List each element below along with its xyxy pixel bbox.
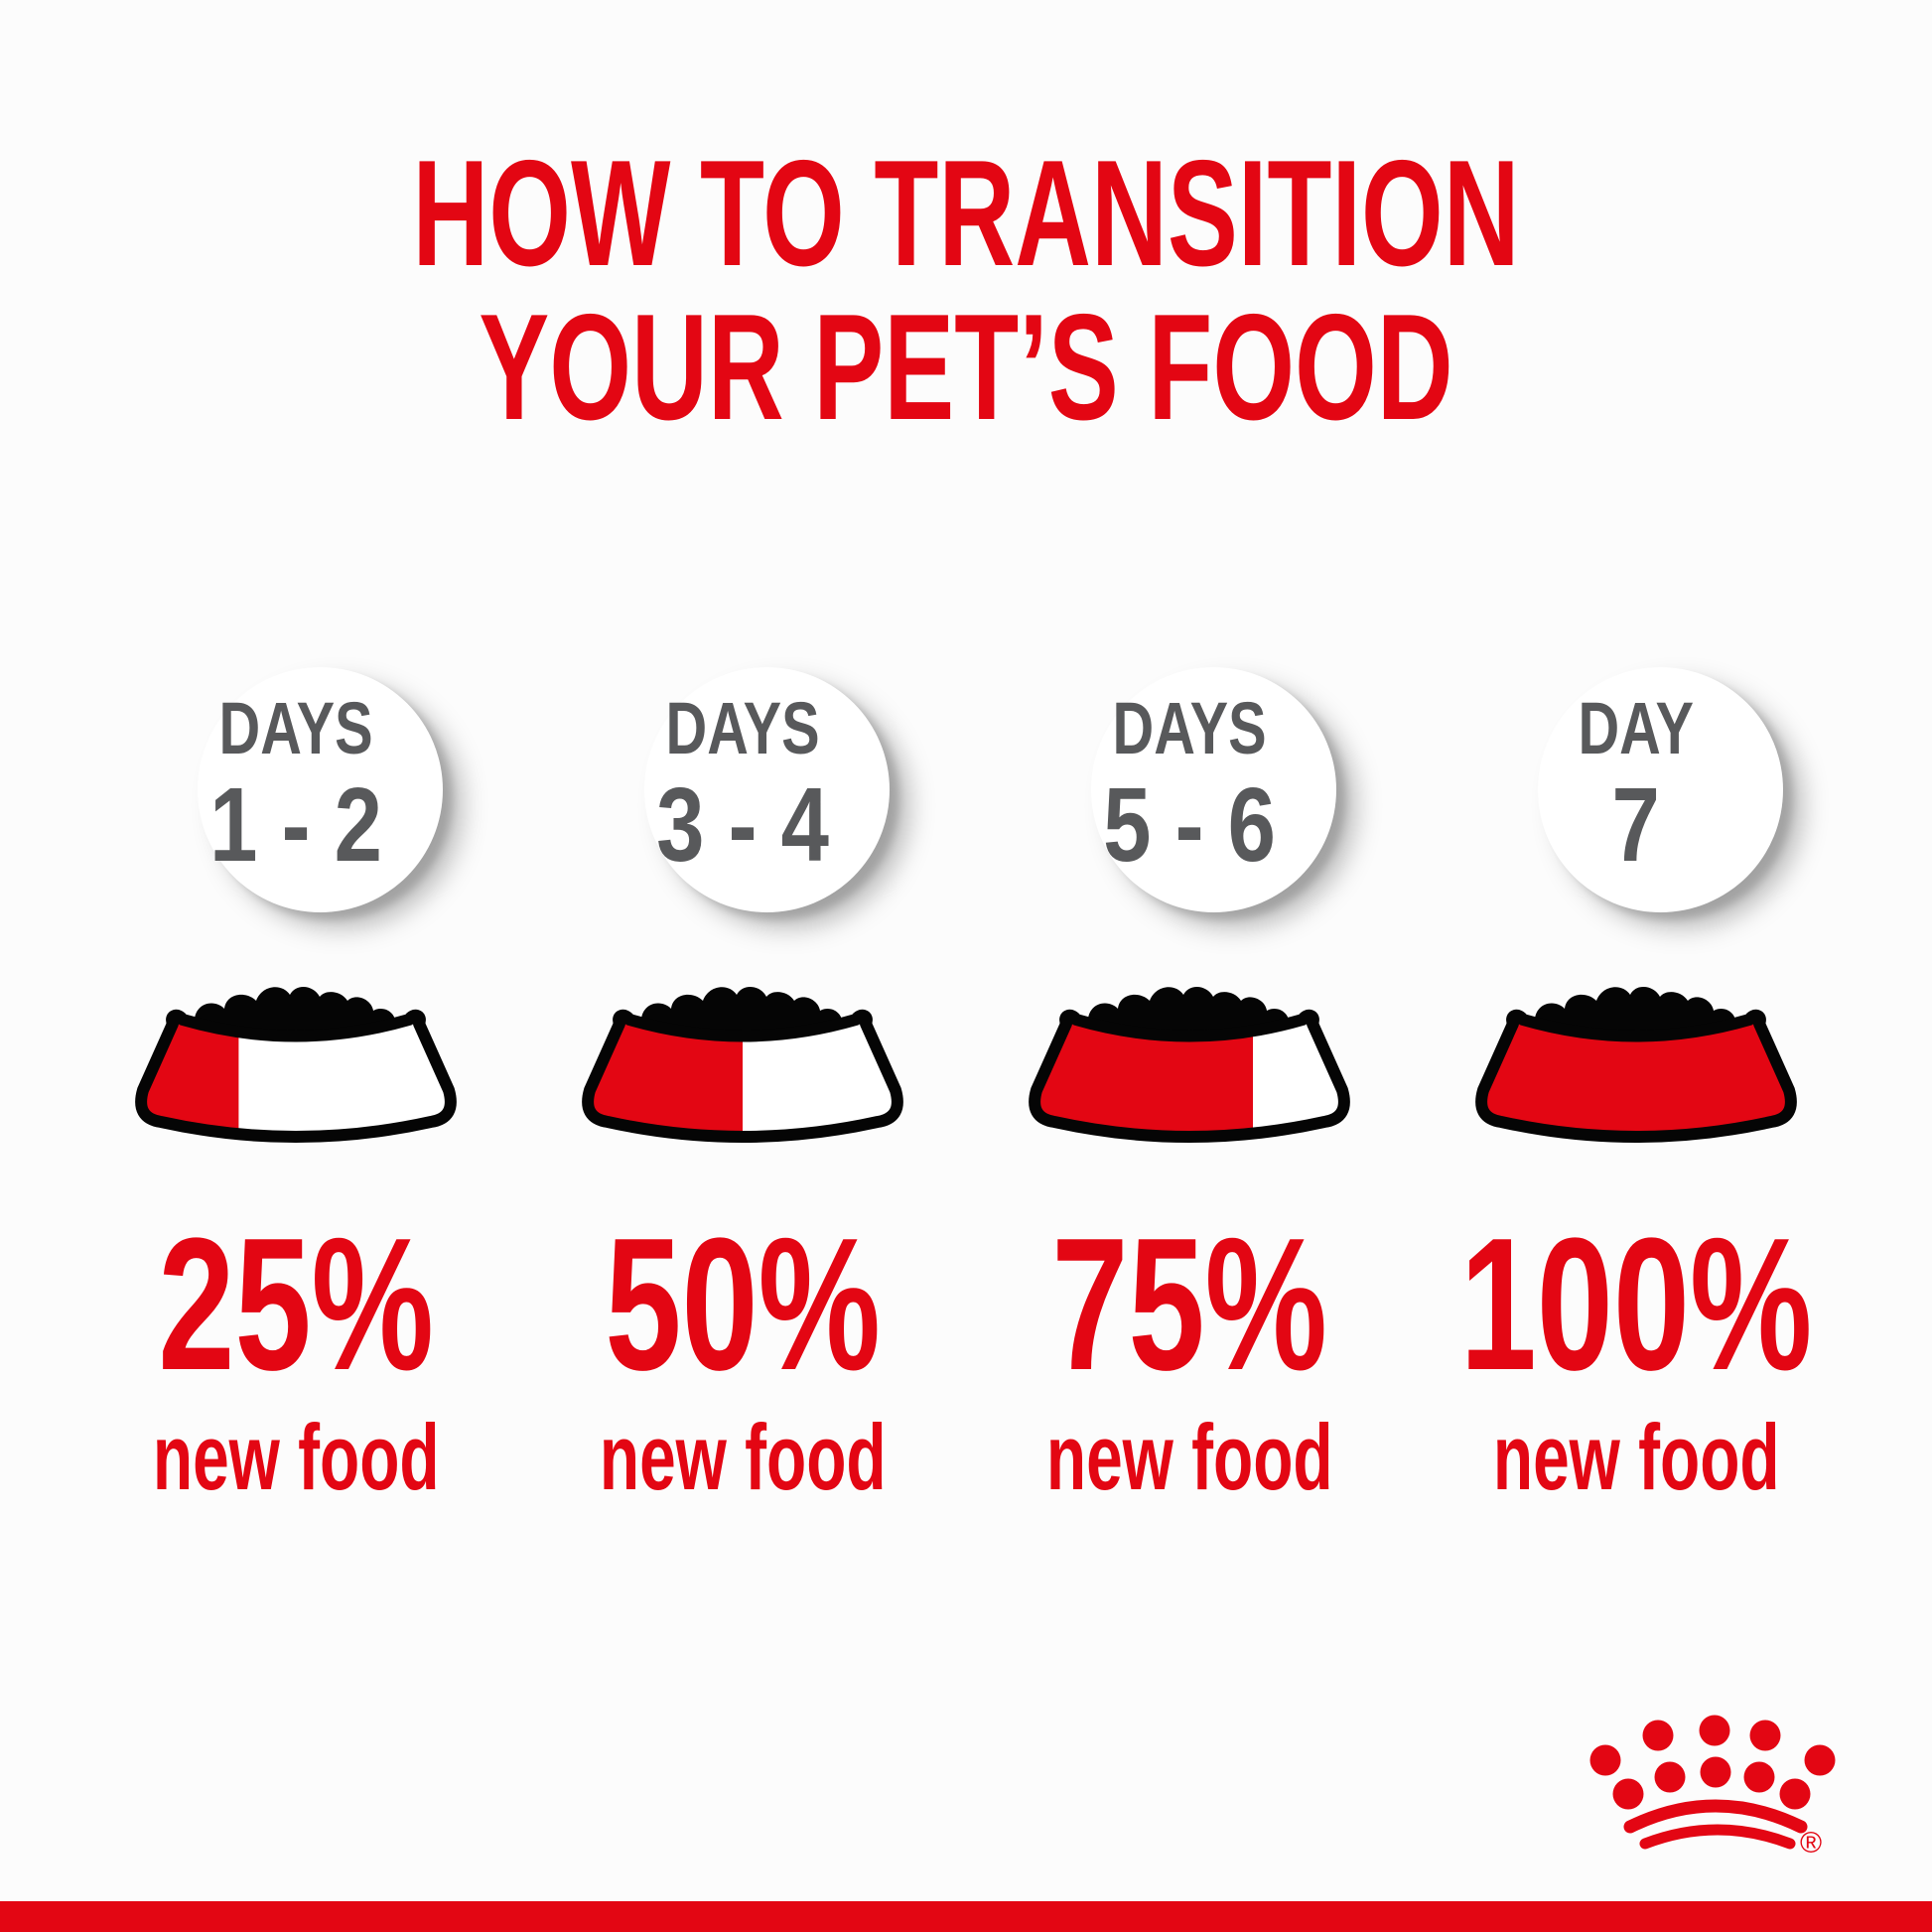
new-food-caption: new food [1045,1405,1333,1509]
day-label: DAYS [218,686,373,769]
food-bowl-icon [582,986,903,1143]
day-label: DAY [1578,686,1695,769]
food-bowl-icon [135,986,457,1143]
new-food-percent: 75% [1051,1199,1327,1410]
food-bowl-icon [1475,986,1797,1143]
title-line-2: YOUR PET’S FOOD [479,282,1453,452]
new-food-percent: 100% [1459,1199,1813,1410]
transition-steps: DAYS 1 - 2 25% new food DAYS 3 - 4 [72,667,1860,1504]
new-food-percent: 25% [158,1199,434,1410]
page-title: HOW TO TRANSITION YOUR PET’S FOOD [0,128,1932,452]
day-range: 5 - 6 [1103,765,1276,884]
day-badge: DAYS 5 - 6 [1090,667,1336,912]
new-food-caption: new food [1492,1405,1780,1509]
day-label: DAYS [1112,686,1267,769]
step-days-3-4: DAYS 3 - 4 50% new food [519,667,966,1504]
day-badge: DAY 7 [1537,667,1783,912]
registered-trademark-symbol: ® [1800,1827,1822,1860]
food-bowl-icon [1029,986,1350,1143]
new-food-caption: new food [599,1405,887,1509]
day-badge: DAYS 1 - 2 [197,667,443,912]
step-days-1-2: DAYS 1 - 2 25% new food [72,667,519,1504]
day-range: 7 [1611,765,1661,884]
day-label: DAYS [665,686,820,769]
title-line-1: HOW TO TRANSITION [412,128,1520,298]
day-range: 1 - 2 [209,765,382,884]
royal-canin-crown-logo: ® [1589,1715,1836,1860]
step-day-7: DAY 7 100% new food [1413,667,1860,1504]
footer-red-strip [0,1901,1932,1932]
day-badge: DAYS 3 - 4 [643,667,890,912]
step-days-5-6: DAYS 5 - 6 75% new food [966,667,1413,1504]
new-food-caption: new food [152,1405,440,1509]
day-range: 3 - 4 [656,765,829,884]
new-food-percent: 50% [605,1199,881,1410]
